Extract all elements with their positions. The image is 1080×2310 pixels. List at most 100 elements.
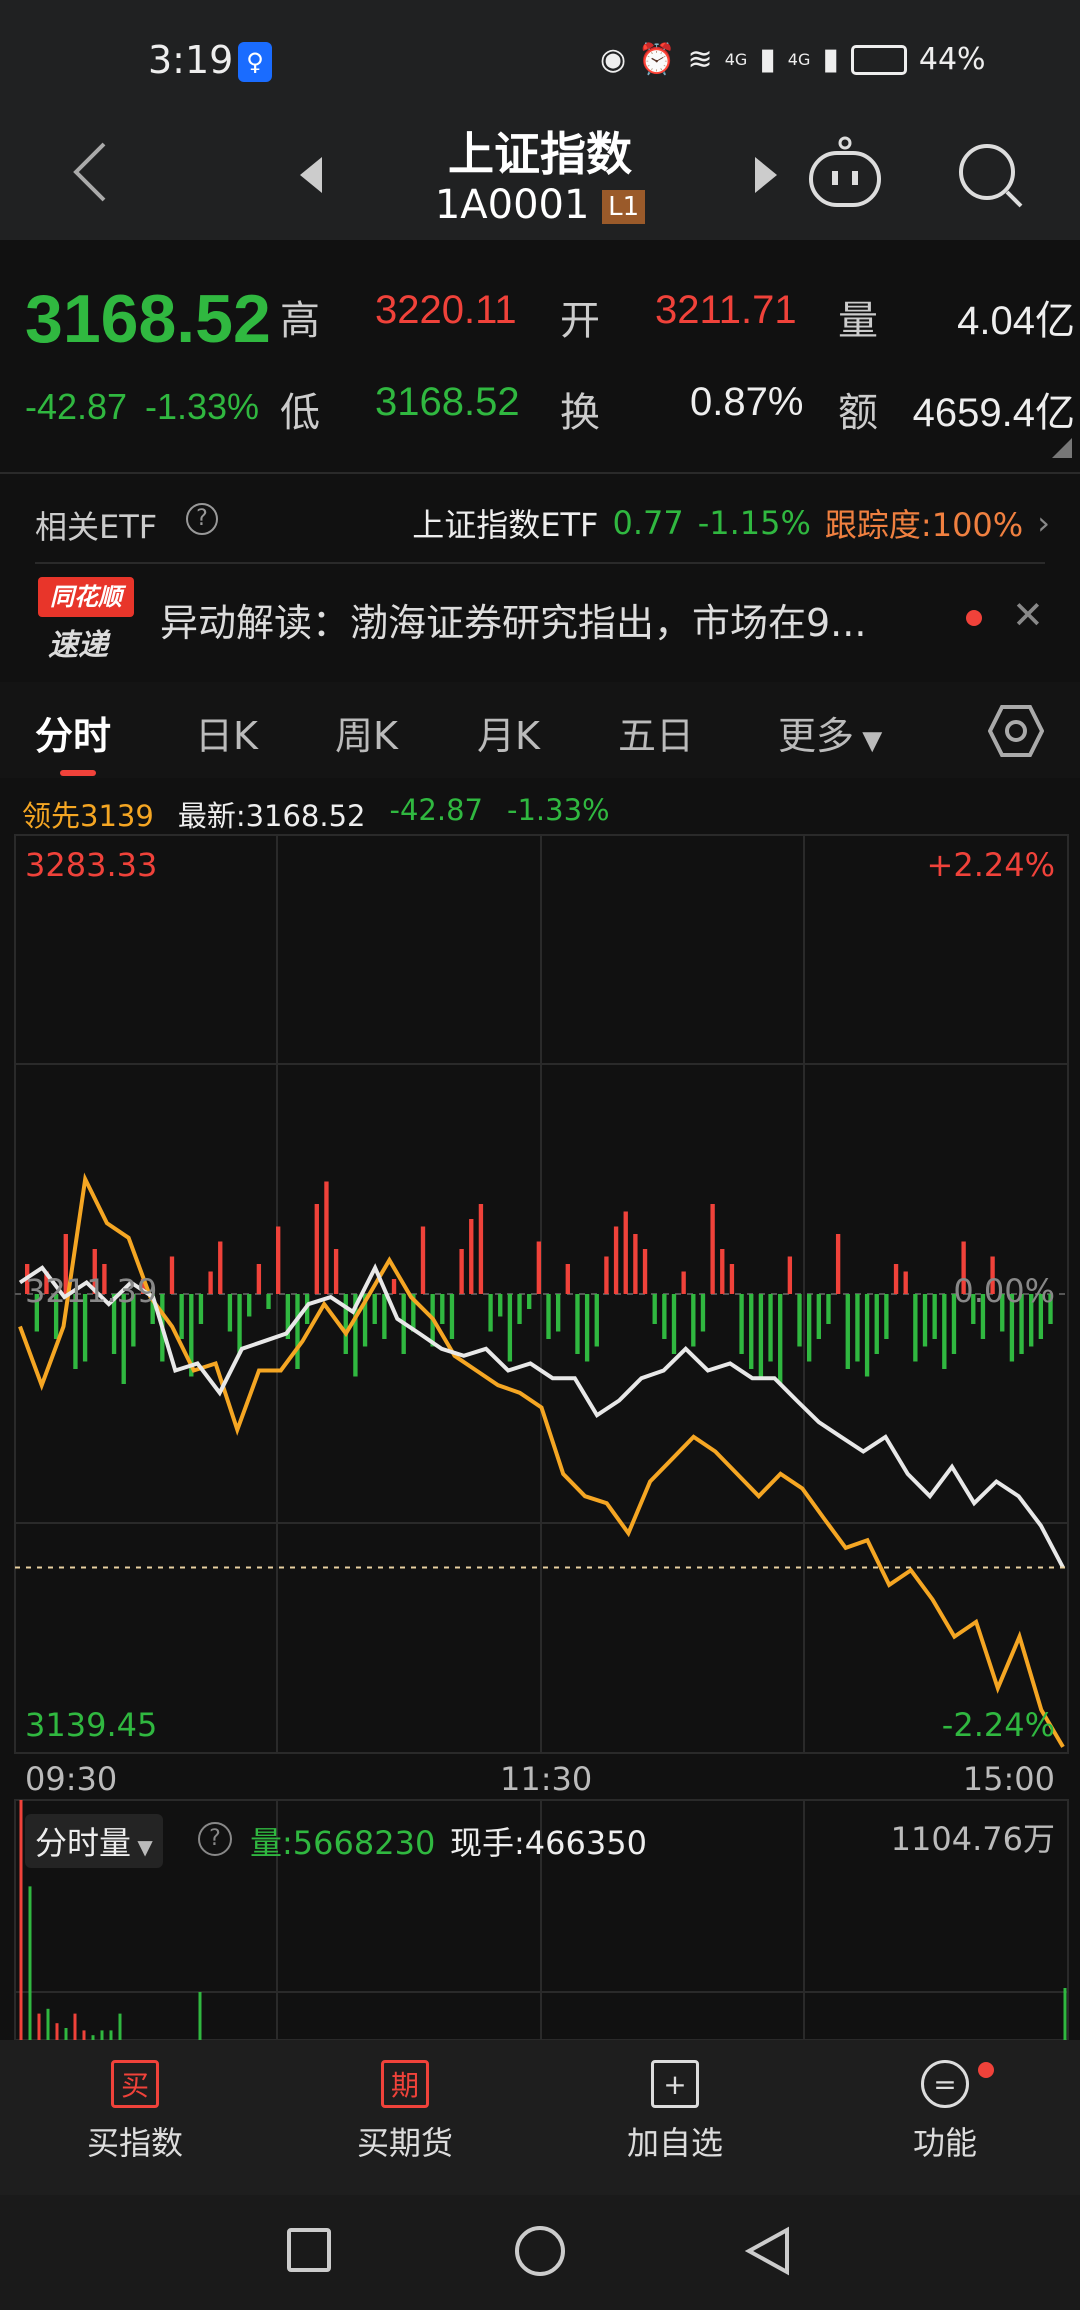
menu-icon: = <box>921 2060 969 2108</box>
power-bar <box>604 1256 609 1294</box>
low-label: 低 <box>280 390 320 436</box>
home-icon[interactable] <box>515 2226 565 2276</box>
tab-five-day[interactable]: 五日 <box>618 714 695 758</box>
buy-icon: 买 <box>111 2060 159 2108</box>
power-bar <box>681 1271 686 1294</box>
etf-name: 上证指数ETF <box>412 506 599 544</box>
power-bar <box>642 1249 648 1294</box>
power-bar <box>555 1294 561 1332</box>
power-bar <box>527 1294 532 1309</box>
power-bar <box>913 1294 918 1362</box>
turnover-value: 0.87% <box>690 380 804 424</box>
robot-assistant-icon[interactable] <box>805 135 885 214</box>
volume-total: 量:5668230 <box>250 1824 436 1862</box>
buy-index-button[interactable]: 买买指数 <box>35 2060 235 2164</box>
power-bar <box>826 1294 831 1324</box>
battery-icon <box>850 44 907 75</box>
close-icon[interactable]: ✕ <box>1012 593 1044 637</box>
etf-price: 0.77 <box>612 504 684 542</box>
prev-close-label: 3211.39 <box>25 1272 158 1310</box>
functions-button[interactable]: = 功能 <box>845 2060 1045 2164</box>
chevron-right-icon: › <box>1037 504 1050 542</box>
expand-corner-icon[interactable] <box>1052 438 1072 462</box>
power-bar <box>1048 1294 1053 1324</box>
power-bar <box>169 1256 175 1294</box>
unread-dot <box>966 610 982 626</box>
battery-level: 44% <box>918 42 986 77</box>
power-bar <box>942 1294 947 1369</box>
power-bar <box>806 1294 812 1362</box>
prev-stock-icon[interactable] <box>300 157 322 197</box>
power-bar <box>111 1294 117 1354</box>
tab-more[interactable]: 更多 ▼ <box>778 705 882 760</box>
x-tick-label: 09:30 <box>25 1760 118 1798</box>
tab-weekly-k[interactable]: 周K <box>335 714 398 758</box>
power-bar <box>546 1294 551 1339</box>
power-bar <box>459 1249 464 1294</box>
power-bar <box>237 1294 242 1354</box>
amount-value: 4659.4亿 <box>912 391 1075 435</box>
tab-intraday[interactable]: 分时 <box>35 714 112 758</box>
buy-futures-button[interactable]: 期买期货 <box>305 2060 505 2164</box>
power-bar <box>247 1294 252 1317</box>
power-bar <box>884 1294 889 1339</box>
power-bar <box>893 1264 899 1294</box>
stock-code: 1A0001 L1 <box>340 182 740 228</box>
power-bar <box>623 1211 628 1294</box>
power-bar <box>362 1294 368 1347</box>
etf-label: 相关ETF <box>35 508 158 546</box>
news-logo-sub: 速递 <box>48 628 108 663</box>
power-bar <box>584 1294 590 1362</box>
add-watchlist-button[interactable]: + 加自选 <box>575 2060 775 2164</box>
power-bar <box>662 1294 667 1339</box>
help-icon[interactable]: ? <box>186 503 218 535</box>
news-ticker[interactable]: 异动解读：渤海证券研究指出，市场在9... <box>160 601 867 645</box>
etf-link[interactable]: 上证指数ETF 0.77 -1.15% 跟踪度:100% › <box>412 500 1050 546</box>
power-bar <box>440 1294 445 1324</box>
search-icon[interactable] <box>955 140 1025 214</box>
next-stock-icon[interactable] <box>755 157 777 197</box>
back-nav-icon[interactable] <box>744 2226 791 2280</box>
power-bar <box>768 1294 773 1362</box>
power-bar <box>565 1264 570 1294</box>
top-bar <box>0 0 1080 240</box>
power-bar <box>314 1204 319 1294</box>
power-bar <box>1009 1294 1015 1362</box>
power-bar <box>652 1294 657 1324</box>
settings-icon[interactable] <box>987 703 1045 763</box>
power-bar <box>372 1294 377 1324</box>
power-bar <box>53 1294 59 1339</box>
power-bar <box>121 1294 126 1384</box>
tab-daily-k[interactable]: 日K <box>195 714 258 758</box>
x-tick-label: 15:00 <box>962 1760 1055 1798</box>
open-value: 3211.71 <box>655 288 797 332</box>
latest-price: 最新:3168.52 <box>177 799 366 833</box>
power-bar <box>787 1256 793 1294</box>
wifi-icon: ≋ <box>687 42 713 77</box>
power-bar <box>1038 1294 1044 1339</box>
power-bar <box>44 1271 49 1294</box>
x-tick-label: 11:30 <box>500 1760 593 1798</box>
power-bar <box>517 1294 522 1324</box>
recents-icon[interactable] <box>287 2228 331 2272</box>
power-bar <box>198 1294 204 1324</box>
status-icons: ◉ ⏰ ≋ 4G ▮ 4G ▮ 44% <box>600 42 986 77</box>
back-button[interactable] <box>70 140 106 202</box>
news-logo: 同花顺 <box>38 577 134 617</box>
volume-selector[interactable]: 分时量 ▼ <box>25 1814 163 1868</box>
signal-bars-icon-2: ▮ <box>822 42 839 77</box>
power-bar <box>63 1234 68 1294</box>
power-bar <box>1000 1294 1005 1332</box>
help-icon[interactable]: ? <box>198 1822 232 1856</box>
pct-mid-label: 0.00% <box>953 1272 1055 1310</box>
index-line <box>18 1263 1065 1569</box>
nav-label: 买指数 <box>86 2124 183 2162</box>
volume-value: 4.04亿 <box>957 299 1075 343</box>
high-value: 3220.11 <box>375 288 517 332</box>
power-bar <box>92 1249 97 1294</box>
intraday-chart[interactable] <box>0 0 1080 2040</box>
tab-monthly-k[interactable]: 月K <box>477 714 540 758</box>
lead-label: 领先3139 <box>22 799 154 833</box>
power-bar <box>758 1294 764 1377</box>
power-bar <box>536 1241 542 1294</box>
